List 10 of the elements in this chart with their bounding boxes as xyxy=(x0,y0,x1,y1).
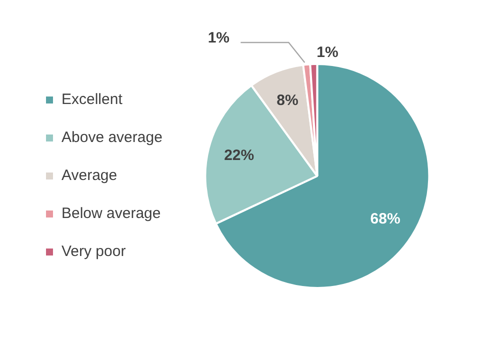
legend-label: Above average xyxy=(62,129,162,146)
legend-label: Below average xyxy=(62,205,161,222)
data-label: 1% xyxy=(208,30,230,47)
data-label: 1% xyxy=(316,44,338,62)
legend-label: Excellent xyxy=(62,91,124,108)
data-label: 8% xyxy=(276,92,298,110)
legend-label: Average xyxy=(62,167,118,184)
legend-label: Very poor xyxy=(62,243,126,260)
data-label: 22% xyxy=(224,147,254,164)
data-label: 68% xyxy=(370,210,400,228)
